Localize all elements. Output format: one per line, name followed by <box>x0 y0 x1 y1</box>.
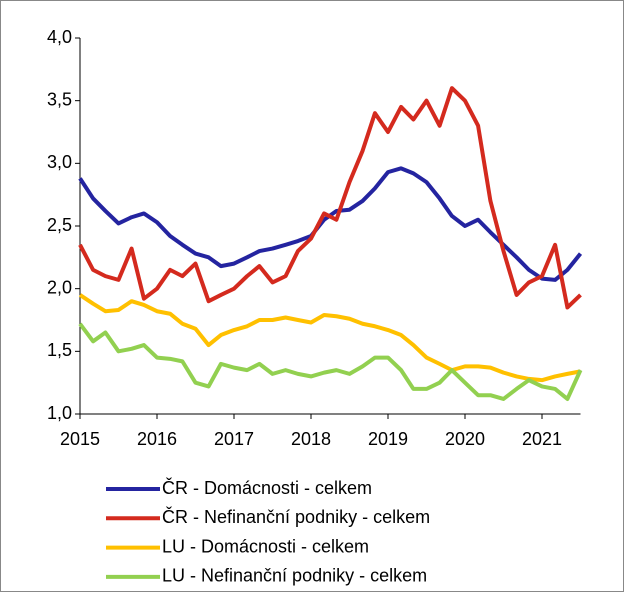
x-tick-label: 2015 <box>60 429 100 449</box>
y-tick-label: 4,0 <box>47 27 72 47</box>
y-tick-label: 2,5 <box>47 215 72 235</box>
y-tick-label: 1,0 <box>47 403 72 423</box>
legend-label: LU - Domácnosti - celkem <box>162 536 369 556</box>
y-tick-label: 3,5 <box>47 89 72 109</box>
y-tick-label: 2,0 <box>47 277 72 297</box>
x-tick-label: 2017 <box>214 429 254 449</box>
y-tick-label: 3,0 <box>47 152 72 172</box>
legend-label: ČR - Nefinanční podniky - celkem <box>162 506 430 527</box>
series-line <box>78 293 581 383</box>
y-tick-label: 1,5 <box>47 340 72 360</box>
legend-label: ČR - Domácnosti - celkem <box>162 477 372 498</box>
x-tick-label: 2018 <box>291 429 331 449</box>
series-line <box>78 86 582 310</box>
x-tick-label: 2019 <box>368 429 408 449</box>
x-tick-label: 2021 <box>522 429 562 449</box>
series-line <box>78 322 583 401</box>
x-tick-label: 2016 <box>137 429 177 449</box>
legend-label: LU - Nefinanční podniky - celkem <box>162 566 427 586</box>
x-tick-label: 2020 <box>445 429 485 449</box>
